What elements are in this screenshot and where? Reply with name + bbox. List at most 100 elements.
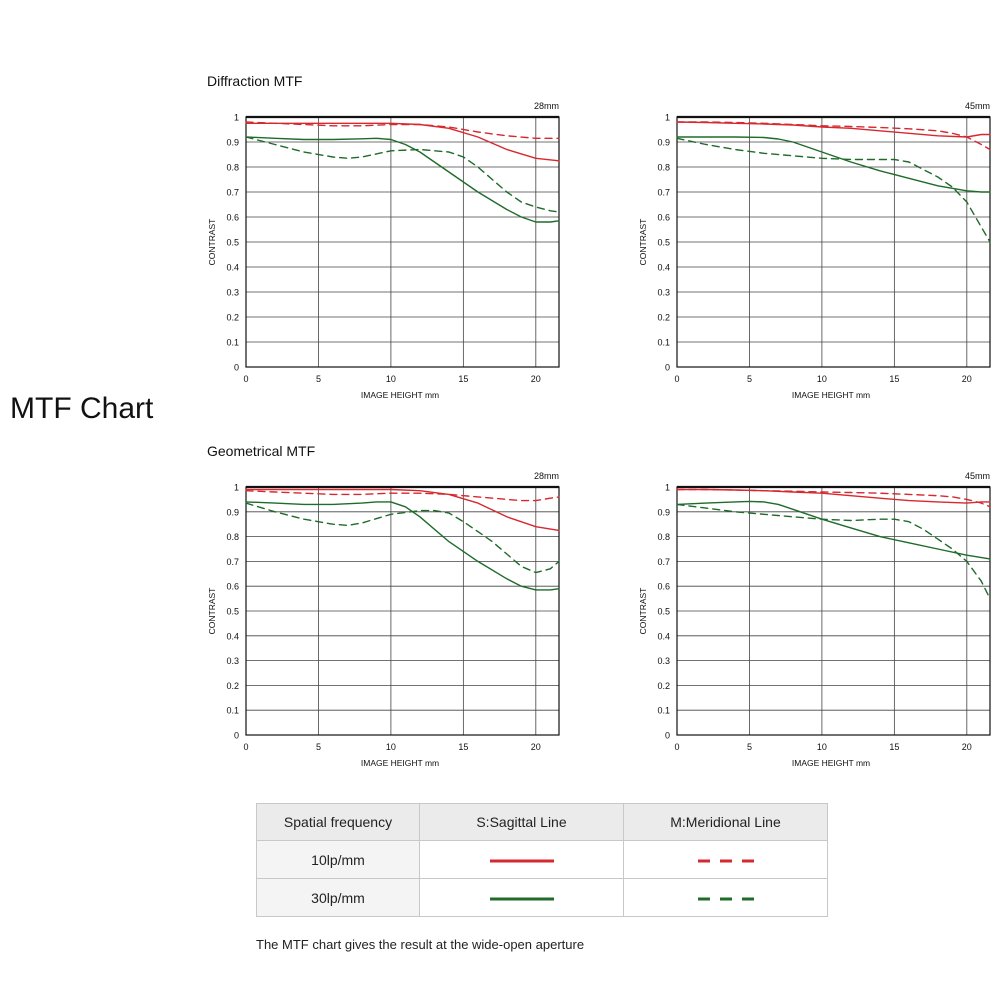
legend-dashed-red-line	[697, 859, 754, 863]
series-30lp-mm-meridional	[245, 502, 560, 574]
series-30lp-mm-sagittal	[245, 136, 560, 223]
focal-length-label: 45mm	[965, 101, 990, 111]
y-tick-label: 0	[234, 363, 239, 373]
y-tick-label: 0.5	[226, 238, 239, 248]
series-30lp-mm-sagittal	[676, 500, 991, 560]
y-tick-label: 0.7	[657, 557, 670, 567]
x-tick-label: 15	[458, 374, 468, 384]
y-tick-label: 0.9	[657, 507, 670, 517]
y-tick-label: 1	[665, 113, 670, 123]
legend-header-frequency: Spatial frequency	[256, 803, 420, 841]
y-tick-label: 0.3	[657, 288, 670, 298]
series-30lp-mm-meridional	[245, 136, 560, 213]
x-tick-label: 10	[386, 742, 396, 752]
series-10lp-mm-meridional	[676, 121, 991, 151]
y-tick-label: 0.8	[226, 532, 239, 542]
x-tick-label: 5	[747, 742, 752, 752]
y-axis-label: CONTRAST	[207, 588, 217, 635]
y-tick-label: 0.6	[657, 213, 670, 223]
y-tick-label: 0.1	[657, 338, 670, 348]
x-tick-label: 5	[316, 742, 321, 752]
y-tick-label: 0	[665, 731, 670, 741]
y-tick-label: 0.2	[657, 681, 670, 691]
series-10lp-mm-sagittal	[676, 121, 991, 138]
x-tick-label: 20	[962, 742, 972, 752]
x-tick-label: 10	[817, 374, 827, 384]
y-axis-label: CONTRAST	[207, 219, 217, 266]
x-tick-label: 5	[747, 374, 752, 384]
x-tick-label: 20	[531, 374, 541, 384]
y-tick-label: 0.4	[226, 263, 239, 273]
series-10lp-mm-meridional	[676, 488, 991, 508]
y-tick-label: 0.8	[657, 163, 670, 173]
x-tick-label: 0	[674, 742, 679, 752]
y-tick-label: 0.4	[226, 631, 239, 641]
y-tick-label: 0.3	[657, 656, 670, 666]
series-30lp-mm-meridional	[676, 137, 991, 243]
mtf-plot-3: 00.10.20.30.40.50.60.70.80.910 5 10 15 2028m…	[207, 471, 560, 768]
x-tick-label: 15	[458, 742, 468, 752]
x-axis-label: IMAGE HEIGHT mm	[361, 758, 439, 768]
y-tick-label: 1	[234, 483, 239, 493]
legend-sample-cell	[419, 840, 624, 879]
y-tick-label: 0.4	[657, 263, 670, 273]
legend-label-10lp: 10lp/mm	[256, 840, 420, 879]
y-tick-label: 0.5	[657, 607, 670, 617]
legend-sample-cell	[623, 840, 828, 879]
y-tick-label: 0.3	[226, 656, 239, 666]
y-tick-label: 0.9	[226, 138, 239, 148]
y-tick-label: 0.7	[657, 188, 670, 198]
x-tick-label: 20	[962, 374, 972, 384]
y-tick-label: 0.6	[226, 582, 239, 592]
y-axis-label: CONTRAST	[638, 219, 648, 266]
x-tick-label: 10	[817, 742, 827, 752]
legend-solid-red-line	[489, 859, 554, 863]
footnote: The MTF chart gives the result at the wi…	[256, 937, 585, 952]
y-tick-label: 0	[234, 731, 239, 741]
y-tick-label: 1	[234, 113, 239, 123]
y-tick-label: 0.1	[657, 706, 670, 716]
y-tick-label: 0.7	[226, 188, 239, 198]
legend-label-30lp: 30lp/mm	[256, 878, 420, 917]
x-tick-label: 5	[316, 374, 321, 384]
series-10lp-mm-sagittal	[245, 488, 560, 532]
series-30lp-mm-sagittal	[245, 501, 560, 591]
x-tick-label: 15	[889, 374, 899, 384]
x-tick-label: 0	[674, 374, 679, 384]
mtf-plot-4: 00.10.20.30.40.50.60.70.80.910 5 10 15 2045m…	[638, 471, 991, 768]
y-tick-label: 0.9	[226, 507, 239, 517]
focal-length-label: 28mm	[534, 471, 559, 481]
mtf-plot-2: 00.10.20.30.40.50.60.70.80.910 5 10 15 2045m…	[638, 101, 991, 400]
series-10lp-mm-sagittal	[676, 488, 991, 504]
legend-table: Spatial frequency S:Sagittal Line M:Meri…	[256, 803, 828, 917]
x-axis-label: IMAGE HEIGHT mm	[792, 390, 870, 400]
x-tick-label: 0	[243, 374, 248, 384]
series-30lp-mm-sagittal	[676, 136, 991, 193]
x-tick-label: 10	[386, 374, 396, 384]
y-tick-label: 0.4	[657, 631, 670, 641]
page-title: MTF Chart	[10, 392, 154, 425]
x-tick-label: 0	[243, 742, 248, 752]
legend-row-10lp: 10lp/mm	[256, 840, 828, 879]
y-tick-label: 0.6	[226, 213, 239, 223]
y-tick-label: 0.1	[226, 706, 239, 716]
legend-header-meridional: M:Meridional Line	[623, 803, 828, 841]
x-axis-label: IMAGE HEIGHT mm	[361, 390, 439, 400]
legend-dashed-green-line	[697, 897, 754, 901]
y-tick-label: 0.6	[657, 582, 670, 592]
x-tick-label: 15	[889, 742, 899, 752]
y-tick-label: 0.2	[657, 313, 670, 323]
series-10lp-mm-meridional	[245, 121, 560, 139]
legend-header-row: Spatial frequency S:Sagittal Line M:Meri…	[256, 803, 828, 841]
mtf-plot-1: 00.10.20.30.40.50.60.70.80.910 5 10 15 2028m…	[207, 101, 560, 400]
y-tick-label: 1	[665, 483, 670, 493]
legend-row-30lp: 30lp/mm	[256, 878, 828, 917]
y-tick-label: 0.5	[226, 607, 239, 617]
legend-sample-cell	[623, 878, 828, 917]
legend-solid-green-line	[489, 897, 554, 901]
y-tick-label: 0.2	[226, 681, 239, 691]
series-10lp-mm-meridional	[245, 490, 560, 502]
focal-length-label: 28mm	[534, 101, 559, 111]
legend-sample-cell	[419, 878, 624, 917]
y-axis-label: CONTRAST	[638, 588, 648, 635]
